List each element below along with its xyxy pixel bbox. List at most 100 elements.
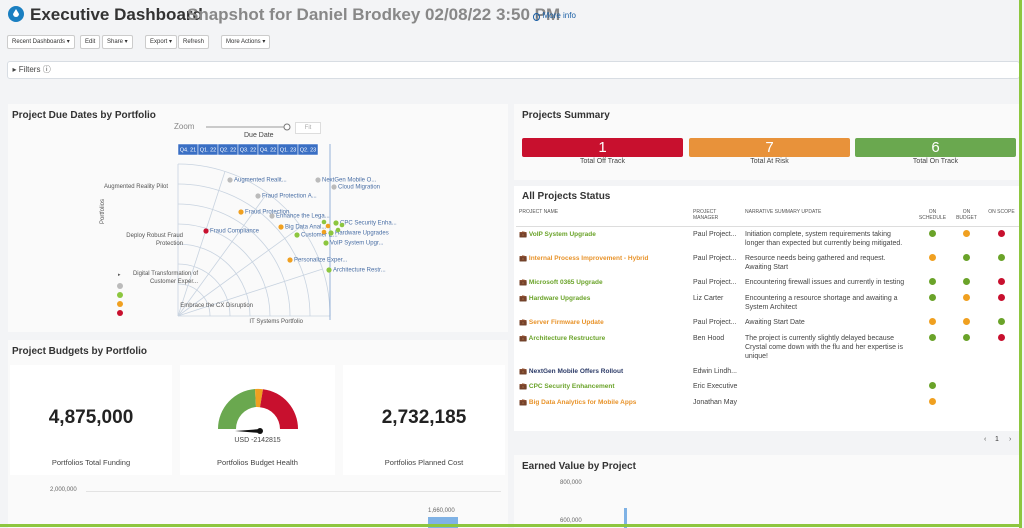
pagination-bar: ‹ 1 › bbox=[514, 431, 1020, 450]
status-dot bbox=[963, 318, 970, 325]
status-cell bbox=[915, 251, 950, 275]
project-dot[interactable] bbox=[333, 220, 339, 226]
budgets-panel: Project Budgets by Portfolio 4,875,000 P… bbox=[8, 340, 508, 528]
table-row[interactable]: 💼 Server Firmware Update Paul Project... A… bbox=[516, 315, 1020, 331]
narrative-cell: The project is currently slightly delaye… bbox=[745, 335, 903, 360]
project-name-cell: 💼 Microsoft 0365 Upgrade bbox=[519, 279, 603, 286]
column-header: ON BUDGET bbox=[950, 206, 983, 227]
portfolio-label: Digital Transformation of Customer Exper… bbox=[132, 271, 198, 285]
project-dot[interactable] bbox=[203, 228, 209, 234]
project-dot[interactable] bbox=[238, 209, 244, 215]
summary-card[interactable]: 6 bbox=[855, 138, 1016, 157]
project-label: NextGen Mobile O... bbox=[322, 178, 377, 184]
project-name[interactable]: VoIP System Upgrade bbox=[528, 231, 596, 238]
manager-cell: Ben Hood bbox=[693, 335, 725, 342]
table-row[interactable]: 💼 VoIP System Upgrade Paul Project... Init… bbox=[516, 227, 1020, 252]
manager-cell: Paul Project... bbox=[693, 319, 737, 326]
panel-title: All Projects Status bbox=[522, 191, 611, 202]
manager-cell: Eric Executive bbox=[693, 383, 738, 390]
table-row[interactable]: 💼 Architecture Restructure Ben Hood The pr… bbox=[516, 331, 1020, 364]
status-cell bbox=[950, 275, 983, 291]
status-dot bbox=[998, 230, 1005, 237]
narrative-cell: Awaiting Start Date bbox=[745, 319, 805, 326]
project-dot[interactable] bbox=[294, 232, 300, 238]
toolbar-button[interactable]: Share ▾ bbox=[102, 35, 133, 49]
status-cell bbox=[983, 227, 1020, 252]
status-cell bbox=[950, 251, 983, 275]
button-label: Share bbox=[107, 39, 124, 45]
panel-title: Project Due Dates by Portfolio bbox=[12, 110, 156, 121]
status-dot bbox=[998, 334, 1005, 341]
status-cell bbox=[915, 315, 950, 331]
project-name-cell: 💼 Hardware Upgrades bbox=[519, 295, 591, 302]
status-cell bbox=[983, 315, 1020, 331]
project-label: Augmented Realit... bbox=[234, 178, 287, 184]
status-cell bbox=[915, 227, 950, 252]
quarter-label: Q4. 22 bbox=[260, 147, 277, 153]
budget-gauge bbox=[217, 388, 299, 434]
radial-arc bbox=[177, 183, 311, 317]
project-dot[interactable] bbox=[323, 240, 329, 246]
project-dot[interactable] bbox=[331, 184, 337, 190]
table-row[interactable]: 💼 Hardware Upgrades Liz Carter Encounterin… bbox=[516, 291, 1020, 315]
radial-arc bbox=[177, 223, 271, 317]
project-name[interactable]: CPC Security Enhancement bbox=[528, 383, 615, 390]
manager-cell: Liz Carter bbox=[693, 295, 724, 302]
status-cell bbox=[950, 364, 983, 379]
toolbar-button[interactable]: Refresh bbox=[178, 35, 210, 49]
radial-divider bbox=[177, 171, 226, 317]
quarter-cell bbox=[297, 143, 319, 156]
manager-cell: Jonathan May bbox=[693, 399, 737, 406]
table-row[interactable]: 💼 Microsoft 0365 Upgrade Paul Project... E… bbox=[516, 275, 1020, 291]
project-name[interactable]: Hardware Upgrades bbox=[528, 295, 591, 302]
bar bbox=[624, 508, 627, 528]
zoom-slider[interactable] bbox=[204, 122, 296, 132]
summary-card[interactable]: 7 bbox=[689, 138, 850, 157]
project-name-cell: 💼 Server Firmware Update bbox=[519, 319, 604, 326]
project-dot[interactable] bbox=[328, 230, 334, 236]
project-dot[interactable] bbox=[227, 177, 233, 183]
project-name[interactable]: Microsoft 0365 Upgrade bbox=[528, 279, 603, 286]
summary-label: Total At Risk bbox=[750, 158, 789, 165]
more-info-link[interactable]: i More info bbox=[533, 11, 576, 21]
fit-button[interactable]: Fit bbox=[295, 122, 321, 134]
project-dot[interactable] bbox=[326, 267, 332, 273]
status-cell bbox=[983, 331, 1020, 364]
status-dot bbox=[998, 318, 1005, 325]
frame-border bbox=[1019, 0, 1022, 528]
project-name[interactable]: NextGen Mobile Offers Rollout bbox=[528, 368, 624, 375]
project-name[interactable]: Big Data Analytics for Mobile Apps bbox=[528, 399, 637, 406]
narrative-cell bbox=[742, 364, 915, 379]
project-label: Personalize Exper... bbox=[294, 258, 348, 264]
column-header: ON SCOPE bbox=[983, 206, 1020, 227]
project-dot[interactable] bbox=[255, 193, 261, 199]
status-cell bbox=[950, 379, 983, 395]
status-cell bbox=[915, 275, 950, 291]
project-dot[interactable] bbox=[315, 177, 321, 183]
table-row[interactable]: 💼 Internal Process Improvement - Hybrid P… bbox=[516, 251, 1020, 275]
toolbar-button[interactable]: Edit bbox=[80, 35, 101, 49]
table-row[interactable]: 💼 CPC Security Enhancement Eric Executive bbox=[516, 379, 1020, 395]
project-name[interactable]: Internal Process Improvement - Hybrid bbox=[528, 255, 649, 262]
project-name[interactable]: Server Firmware Update bbox=[528, 319, 604, 326]
summary-card[interactable]: 1 bbox=[522, 138, 683, 157]
gauge-value: USD -2142815 bbox=[234, 437, 281, 444]
project-dot[interactable] bbox=[287, 257, 293, 263]
project-dot[interactable] bbox=[278, 224, 284, 230]
quarter-label: Q2. 23 bbox=[300, 147, 317, 153]
toolbar-button[interactable]: More Actions ▾ bbox=[221, 35, 271, 49]
project-name[interactable]: Architecture Restructure bbox=[528, 335, 606, 342]
filters-bar[interactable]: ▸ Filters ⓘ bbox=[7, 61, 1020, 79]
project-label: Fraud Compliance bbox=[210, 229, 260, 235]
table-row[interactable]: 💼 NextGen Mobile Offers Rollout Edwin Lin… bbox=[516, 364, 1020, 379]
project-dot[interactable] bbox=[269, 213, 275, 219]
toolbar-button[interactable]: Recent Dashboards ▾ bbox=[7, 35, 75, 49]
table-row[interactable]: 💼 Big Data Analytics for Mobile Apps Jona… bbox=[516, 395, 1020, 411]
project-label: Enhance the Lega... bbox=[276, 214, 330, 220]
status-dot bbox=[929, 334, 936, 341]
button-label: Export bbox=[150, 39, 168, 45]
status-cell bbox=[915, 395, 950, 411]
toolbar-button[interactable]: Export ▾ bbox=[145, 35, 178, 49]
axis-label: 800,000 bbox=[560, 480, 582, 486]
